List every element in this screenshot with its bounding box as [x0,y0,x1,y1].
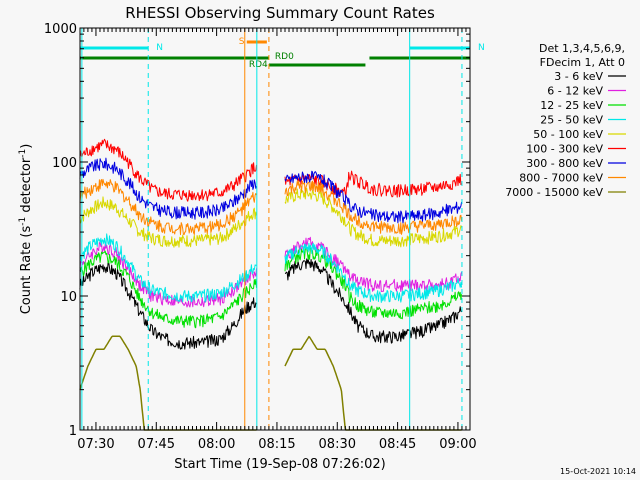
plot-frame [79,27,471,431]
legend-entry-label: 3 - 6 keV [554,70,603,83]
series-line [284,247,463,320]
series-line [79,178,257,236]
legend-header: Det 1,3,4,5,6,9, [539,42,625,55]
series-line [284,258,462,344]
x-tick-label: 08:45 [379,437,416,452]
legend-entry-label: 25 - 50 keV [540,114,603,127]
series-line [284,242,463,303]
legend-entry-label: 300 - 800 keV [526,157,603,170]
legend-entry-label: 100 - 300 keV [526,143,603,156]
legend: Det 1,3,4,5,6,9,FDecim 1, Att 03 - 6 keV… [505,42,626,199]
x-tick-label: 08:30 [319,437,356,452]
footer-date: 15-Oct-2021 10:14 [560,467,636,476]
x-tick-label: 07:30 [77,437,114,452]
night-bar-label: N [478,43,485,53]
x-axis-label: Start Time (19-Sep-08 07:26:02) [174,457,385,472]
series-line [284,180,463,235]
night-bar-label: N [156,43,163,53]
y-tick-label: 10 [60,290,77,305]
x-tick-label: 09:00 [439,437,476,452]
y-tick-label: 1 [69,424,77,439]
series-line [284,170,463,224]
series-line [79,157,257,220]
legend-entry-label: 50 - 100 keV [533,128,603,141]
legend-entry-label: 6 - 12 keV [547,85,603,98]
legend-entry-label: 800 - 7000 keV [519,172,603,185]
series-line [284,335,462,431]
chart-title: RHESSI Observing Summary Count Rates [125,4,435,22]
y-tick-label: 100 [52,156,77,171]
series-line [79,196,257,248]
decimation-bar-label: RD0 [275,52,294,62]
legend-entry-label: 7000 - 15000 keV [505,186,603,199]
series-line [79,138,257,202]
series-line [79,233,257,303]
series-line [79,250,257,329]
series-line [284,170,463,199]
x-tick-label: 08:15 [258,437,295,452]
x-tick-label: 08:00 [198,437,235,452]
saa-bar-label: S [239,37,245,47]
x-tick-label: 07:45 [138,437,175,452]
decimation-bar-label: RD4 [249,60,268,70]
legend-header: FDecim 1, Att 0 [540,56,625,69]
y-tick-label: 1000 [44,22,77,37]
legend-entry-label: 12 - 25 keV [540,99,603,112]
series-line [284,187,463,248]
y-axis-label: Count Rate (s-1 detector-1) [18,144,34,315]
series-line [79,335,257,431]
series-line [79,261,257,350]
